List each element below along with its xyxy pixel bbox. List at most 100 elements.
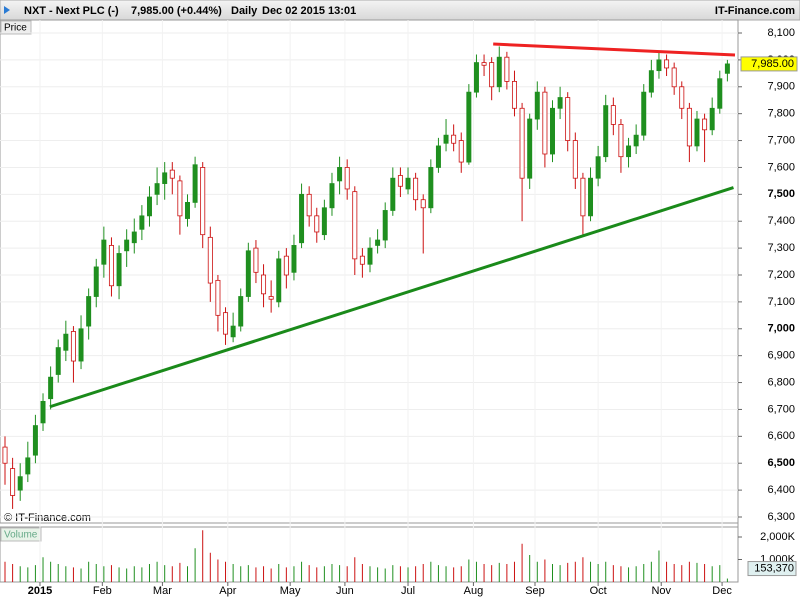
candle-body xyxy=(215,279,221,316)
candle-body xyxy=(306,193,312,217)
candle-body xyxy=(626,145,632,158)
candle-body xyxy=(428,167,434,209)
candle-body xyxy=(101,239,107,265)
x-tick-label: May xyxy=(280,585,301,597)
candle-body xyxy=(580,177,586,217)
candle-body xyxy=(78,328,84,362)
candle-body xyxy=(139,215,145,230)
candle-body xyxy=(504,56,510,82)
candle-body xyxy=(283,255,289,276)
volume-label: Volume xyxy=(4,530,38,541)
candle-body xyxy=(694,118,700,147)
site: IT-Finance.com xyxy=(715,5,795,17)
candle-body xyxy=(610,105,616,125)
candle-body xyxy=(207,236,213,284)
candles xyxy=(2,42,736,509)
candle-body xyxy=(200,167,206,236)
candle-body xyxy=(382,210,388,241)
candle-body xyxy=(724,63,730,74)
trendline xyxy=(493,42,736,57)
header-bar xyxy=(0,0,800,21)
candle-body xyxy=(458,140,464,163)
candle-body xyxy=(588,177,594,217)
axes: 6,300 6,400 6,500 6,600 6,700 6,800 6,900 7,000… xyxy=(28,27,798,597)
last-price-label: 7,985.00 xyxy=(751,58,794,70)
price-label: Price xyxy=(4,23,27,34)
candle-body xyxy=(413,177,419,201)
candle-body xyxy=(185,201,190,219)
candle-body xyxy=(352,191,358,260)
header-icon xyxy=(4,6,10,14)
candle-body xyxy=(686,107,692,147)
y-tick-label: 6,600 xyxy=(767,430,795,442)
candle-body xyxy=(55,347,61,375)
candle-body xyxy=(603,105,609,158)
candle-body xyxy=(192,164,198,203)
last-price-box xyxy=(740,56,798,72)
y-tick-label: 6,900 xyxy=(767,350,795,362)
y-tick-label: 7,400 xyxy=(767,215,795,227)
candle-body xyxy=(230,325,236,338)
candle-body xyxy=(557,97,563,109)
volume-panel xyxy=(0,526,739,583)
candle-body xyxy=(572,140,578,179)
y-tick-label: 7,600 xyxy=(767,161,795,173)
candle-body xyxy=(405,177,411,190)
candle-body xyxy=(124,239,130,252)
candle-body xyxy=(169,169,175,179)
candle-body xyxy=(595,156,601,179)
candle-body xyxy=(496,56,502,88)
candle-body xyxy=(63,333,69,351)
x-tick-label: Sep xyxy=(525,585,545,597)
candle-body xyxy=(93,266,99,297)
candle-body xyxy=(519,107,525,179)
candle-body xyxy=(641,91,647,136)
y-tick-label: 7,900 xyxy=(767,81,795,93)
candle-body xyxy=(648,70,654,93)
x-tick-label: 2015 xyxy=(28,585,52,597)
candle-body xyxy=(40,400,46,424)
datetime: Dec 02 2015 13:01 xyxy=(262,5,356,17)
candle-body xyxy=(473,62,479,93)
candle-body xyxy=(618,124,624,158)
candle-body xyxy=(276,258,282,303)
x-tick-label: Nov xyxy=(651,585,671,597)
volume-bars xyxy=(4,530,728,582)
candle-body xyxy=(443,134,449,144)
x-tick-label: Jun xyxy=(336,585,354,597)
candle-body xyxy=(717,78,723,109)
candle-body xyxy=(48,376,54,400)
period: Daily xyxy=(231,5,258,17)
last-volume-label: 153,370 xyxy=(754,562,794,574)
candle-body xyxy=(10,468,16,496)
candle-body xyxy=(702,118,708,131)
y-tick-label: 6,500 xyxy=(767,457,795,469)
candle-body xyxy=(337,167,343,182)
candle-body xyxy=(253,247,259,273)
price-panel xyxy=(0,19,739,524)
candle-body xyxy=(527,118,533,179)
candle-body xyxy=(511,81,517,109)
symbol: NXT - Next PLC (-) xyxy=(24,5,119,17)
candle-body xyxy=(367,247,373,265)
candle-body xyxy=(321,207,327,236)
candle-body xyxy=(223,312,229,335)
candle-body xyxy=(375,239,381,246)
candle-body xyxy=(420,199,426,209)
x-tick-label: Dec xyxy=(712,585,732,597)
x-tick-label: Aug xyxy=(464,585,484,597)
y-tick-label: 7,300 xyxy=(767,242,795,254)
candle-body xyxy=(70,331,76,362)
candle-body xyxy=(656,59,662,72)
candle-body xyxy=(633,134,639,147)
volume-tag xyxy=(0,527,42,542)
quote: 7,985.00 (+0.44%) xyxy=(131,5,222,17)
y-tick-label: 7,700 xyxy=(767,134,795,146)
candle-body xyxy=(435,145,441,168)
candle-body xyxy=(709,107,715,131)
trendline xyxy=(49,186,734,409)
candle-body xyxy=(32,425,38,456)
y-tick-label: 7,500 xyxy=(767,188,795,200)
y-tick-label: 7,200 xyxy=(767,269,795,281)
